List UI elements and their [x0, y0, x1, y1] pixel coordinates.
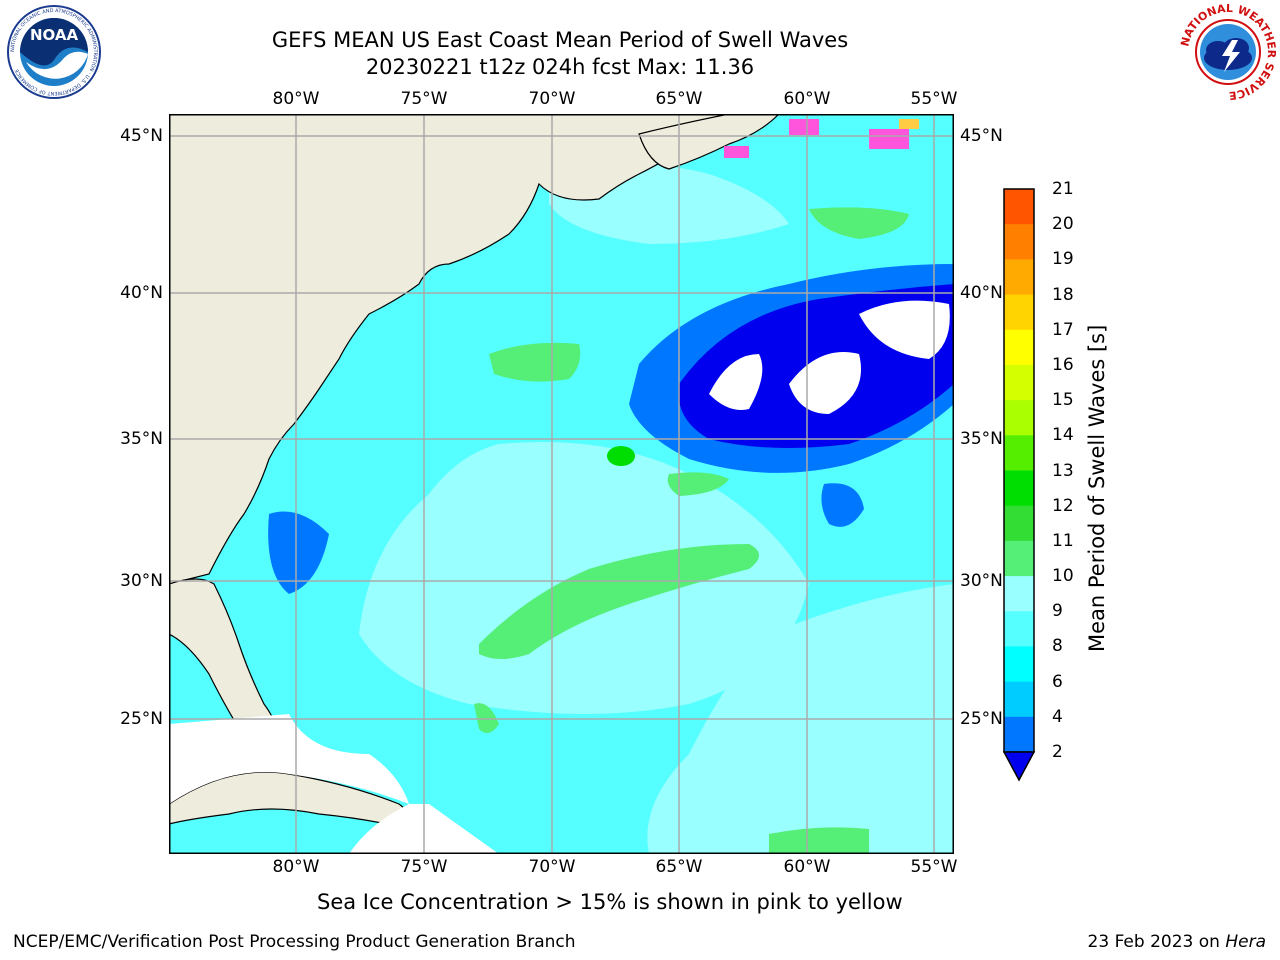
colorbar-tick-label: 18 — [1052, 284, 1074, 305]
colorbar-tick-label: 13 — [1052, 460, 1074, 481]
masked-south — [169, 714, 409, 804]
sea-ice-4 — [899, 119, 919, 129]
land-north-america — [169, 114, 730, 585]
map-title: GEFS MEAN US East Coast Mean Period of S… — [271, 28, 849, 52]
swell-9-10-sw — [474, 703, 499, 733]
sea-ice-1 — [789, 119, 819, 135]
colorbar-segment — [1004, 470, 1034, 507]
colorbar-tick-label: 4 — [1052, 706, 1063, 727]
lon-label-bottom-75w: 75°W — [400, 857, 448, 877]
lon-label-bottom-60w: 60°W — [783, 857, 831, 877]
lat-label-left-40n: 40°N — [120, 283, 163, 303]
sea-ice-note: Sea Ice Concentration > 15% is shown in … — [317, 890, 903, 914]
colorbar-segment — [1004, 259, 1034, 296]
colorbar-tick-label: 20 — [1052, 214, 1074, 235]
swell-10-11-spot — [607, 446, 635, 466]
lon-label-bottom-70w: 70°W — [528, 857, 576, 877]
swell-4-6-east-spot — [821, 483, 864, 527]
colorbar-tick-label: 8 — [1052, 636, 1063, 657]
colorbar-tick-label: 2 — [1052, 742, 1063, 762]
colorbar-segment — [1004, 435, 1034, 471]
masked-core-ne — [859, 300, 950, 359]
colorbar-tick-label: 12 — [1052, 495, 1074, 516]
colorbar-title: Mean Period of Swell Waves [s] — [1085, 324, 1109, 652]
footer-machine: Hera — [1225, 932, 1266, 952]
colorbar-tick-label: 17 — [1052, 319, 1074, 340]
lon-label-top-80w: 80°W — [272, 89, 320, 109]
lon-label-top-60w: 60°W — [783, 89, 831, 109]
colorbar — [1002, 188, 1036, 782]
colorbar-segment — [1004, 294, 1034, 331]
footer-left: NCEP/EMC/Verification Post Processing Pr… — [13, 932, 576, 952]
lat-label-right-35n: 35°N — [960, 429, 1003, 449]
colorbar-segment — [1004, 716, 1034, 753]
noaa-logo: NOAA NATIONAL OCEANIC AND ATMOSPHERIC AD… — [7, 5, 101, 99]
sea-ice-2 — [869, 129, 909, 149]
colorbar-segment — [1004, 540, 1034, 577]
lat-label-right-25n: 25°N — [960, 709, 1003, 729]
lat-label-left-30n: 30°N — [120, 571, 163, 591]
colorbar-tick-label: 6 — [1052, 671, 1063, 692]
lat-label-right-40n: 40°N — [960, 283, 1003, 303]
colorbar-segment — [1004, 646, 1034, 683]
lon-label-bottom-65w: 65°W — [655, 857, 703, 877]
nws-logo: NATIONAL WEATHER SERVICE — [1180, 4, 1276, 100]
colorbar-segment — [1004, 681, 1034, 718]
colorbar-segment — [1004, 329, 1034, 366]
lon-label-top-65w: 65°W — [655, 89, 703, 109]
map-subtitle: 20230221 t12z 024h fcst Max: 11.36 — [365, 55, 755, 79]
land-nova-scotia — [638, 114, 780, 170]
colorbar-segment — [1004, 576, 1034, 612]
colorbar-tick-label: 19 — [1052, 249, 1074, 270]
lat-label-right-45n: 45°N — [960, 126, 1003, 146]
swell-9-10-west — [489, 342, 581, 382]
lat-label-right-30n: 30°N — [960, 571, 1003, 591]
lat-label-left-35n: 35°N — [120, 429, 163, 449]
colorbar-tick-label: 15 — [1052, 390, 1074, 411]
colorbar-tick-label: 14 — [1052, 425, 1074, 446]
footer-date: 23 Feb 2023 on — [1087, 932, 1226, 952]
colorbar-segment — [1004, 189, 1034, 225]
colorbar-tick-label: 11 — [1052, 530, 1074, 551]
sea-ice-3 — [724, 146, 749, 158]
footer-right: 23 Feb 2023 on Hera — [1088, 932, 1266, 952]
colorbar-segment — [1004, 400, 1034, 436]
swell-9-10-mid — [667, 472, 729, 496]
colorbar-segment — [1004, 505, 1034, 542]
colorbar-tick-label: 16 — [1052, 354, 1074, 375]
swell-9-10-south — [769, 827, 869, 854]
lat-label-left-25n: 25°N — [120, 709, 163, 729]
graticule — [169, 114, 954, 854]
swell-period-map — [169, 114, 954, 854]
colorbar-extend-arrow — [1002, 751, 1036, 782]
lon-label-bottom-80w: 80°W — [272, 857, 320, 877]
colorbar-tick-label: 10 — [1052, 566, 1074, 587]
swell-2-6-coastal — [268, 511, 329, 594]
lon-label-top-75w: 75°W — [400, 89, 448, 109]
lat-label-left-45n: 45°N — [120, 126, 163, 146]
colorbar-segment — [1004, 364, 1034, 401]
svg-text:NOAA: NOAA — [30, 26, 79, 44]
lon-label-top-70w: 70°W — [528, 89, 576, 109]
swell-9-10-ne — [809, 207, 909, 239]
lon-label-top-55w: 55°W — [910, 89, 958, 109]
swell-9-10-band — [479, 544, 759, 659]
lon-label-bottom-55w: 55°W — [910, 857, 958, 877]
colorbar-tick-label: 9 — [1052, 601, 1063, 622]
colorbar-segment — [1004, 224, 1034, 260]
masked-core — [709, 354, 763, 410]
colorbar-segment — [1004, 611, 1034, 647]
colorbar-tick-label: 21 — [1052, 179, 1074, 199]
map-frame — [169, 114, 954, 854]
